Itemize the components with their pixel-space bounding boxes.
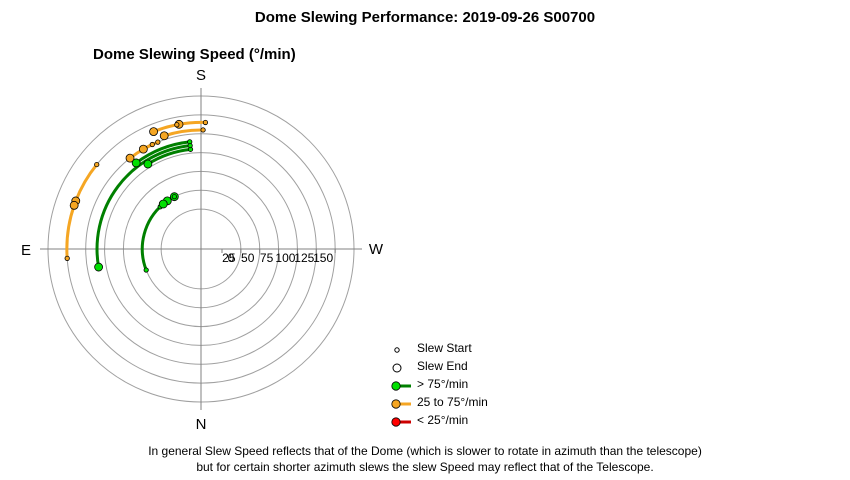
slew-end-marker [69,200,79,210]
slew-arc [65,203,76,260]
polar-grid [40,88,362,410]
slew-start-marker [149,141,155,148]
angular-label-bottom: N [196,416,207,433]
slew-start-marker [187,142,193,149]
footnote-line-2: but for certain shorter azimuth slews th… [196,460,654,474]
slew-start-marker [64,255,70,261]
slew-start-marker [143,267,149,273]
slew-end-marker [143,159,153,169]
slew-end-marker [125,153,135,163]
footnote: In general Slew Speed reflects that of t… [0,443,850,475]
slew-end-marker [94,262,104,272]
slow-swatch-icon [391,417,411,427]
legend-label-slew-end: Slew End [417,359,468,373]
slew-start-marker [155,139,161,145]
slew-start-marker [174,122,180,128]
radial-tick-label: 125 [294,251,314,265]
radial-tick-label: 75 [260,251,274,265]
slew-markers [64,119,209,273]
radial-tick-label: 50 [241,251,255,265]
legend-label-fast: > 75°/min [417,377,469,391]
slew-end-marker [159,131,169,141]
radial-tick-label: 0 [228,251,235,265]
slew-start-marker [171,194,177,200]
slew-end-marker [158,199,168,209]
slew-start-marker [94,161,100,168]
polar-axes: S E N W [21,67,384,433]
slew-start-marker [202,119,209,126]
slew-end-marker [149,127,158,137]
radial-tick-label: 100 [275,251,295,265]
slew-end-marker [131,158,141,168]
legend-label-medium: 25 to 75°/min [417,395,488,409]
angular-label-top: S [196,67,206,84]
radial-tick-label: 150 [313,251,333,265]
slew-arc [74,163,99,203]
slew-arcs [65,120,207,272]
slew-start-marker [200,127,206,133]
angular-label-left: E [21,242,31,259]
footnote-line-1: In general Slew Speed reflects that of t… [148,444,702,458]
angular-label-right: W [369,241,384,258]
slew-arc [140,202,165,272]
chart-subtitle: Dome Slewing Speed (°/min) [93,46,296,63]
legend-label-slow: < 25°/min [417,413,469,427]
slew-end-marker-icon [392,363,402,373]
legend-label-slew-start: Slew Start [417,341,472,355]
fast-swatch-icon [391,381,411,391]
chart-title: Dome Slewing Performance: 2019-09-26 S00… [254,9,596,26]
radial-tick-label: 25 [222,251,236,265]
slew-end-marker [138,144,148,154]
slew-start-marker-icon [394,347,400,353]
slew-arc [95,144,192,269]
medium-swatch-icon [391,399,411,409]
